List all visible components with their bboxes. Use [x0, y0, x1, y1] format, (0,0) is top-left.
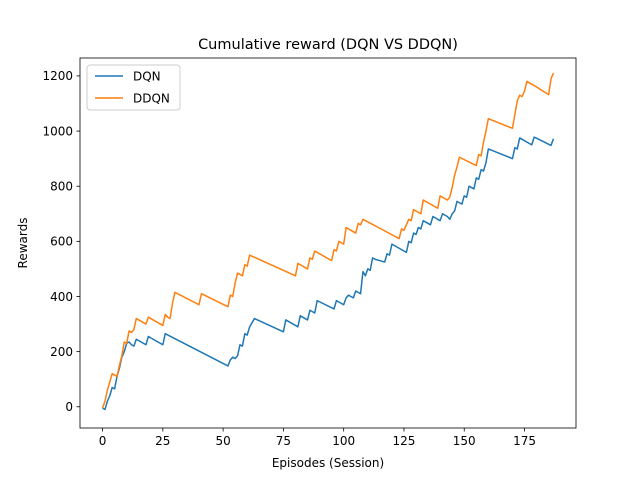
series-line-dqn [102, 136, 555, 411]
x-tick-label: 50 [215, 434, 230, 448]
y-tick-label: 400 [50, 290, 73, 304]
x-axis: 0 25 50 75 100 125 150 175 [99, 428, 536, 448]
y-tick-label: 600 [50, 235, 73, 249]
legend-label-dqn: DQN [133, 70, 161, 84]
series-layer [101, 72, 555, 411]
series-line-ddqn [101, 72, 555, 409]
x-tick-label: 25 [155, 434, 170, 448]
x-tick-label: 0 [99, 434, 107, 448]
x-tick-label: 100 [332, 434, 355, 448]
plot-area-frame [79, 57, 577, 429]
x-tick-label: 75 [276, 434, 291, 448]
y-tick-label: 1000 [42, 124, 73, 138]
y-axis-title: Rewards [16, 218, 30, 269]
y-axis: 0 200 400 600 800 1000 1200 [42, 69, 80, 414]
legend: DQN DDQN [86, 64, 181, 111]
y-tick-label: 0 [65, 400, 73, 414]
y-tick-label: 200 [50, 345, 73, 359]
x-tick-label: 150 [453, 434, 476, 448]
y-tick-label: 800 [50, 180, 73, 194]
x-tick-label: 175 [513, 434, 536, 448]
chart-title: Cumulative reward (DQN VS DDQN) [198, 37, 458, 53]
x-axis-title: Episodes (Session) [272, 456, 384, 470]
y-tick-label: 1200 [42, 69, 73, 83]
x-tick-label: 125 [393, 434, 416, 448]
legend-label-ddqn: DDQN [133, 92, 170, 106]
